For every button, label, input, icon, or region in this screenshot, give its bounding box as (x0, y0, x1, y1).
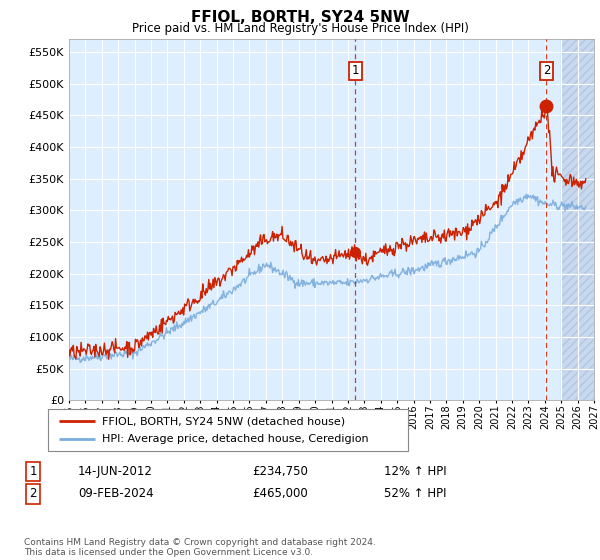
Text: £234,750: £234,750 (252, 465, 308, 478)
Text: Price paid vs. HM Land Registry's House Price Index (HPI): Price paid vs. HM Land Registry's House … (131, 22, 469, 35)
Text: Contains HM Land Registry data © Crown copyright and database right 2024.
This d: Contains HM Land Registry data © Crown c… (24, 538, 376, 557)
Text: 12% ↑ HPI: 12% ↑ HPI (384, 465, 446, 478)
Text: 1: 1 (352, 64, 359, 77)
Text: FFIOL, BORTH, SY24 5NW (detached house): FFIOL, BORTH, SY24 5NW (detached house) (102, 417, 345, 426)
Text: 09-FEB-2024: 09-FEB-2024 (78, 487, 154, 501)
Text: 14-JUN-2012: 14-JUN-2012 (78, 465, 153, 478)
Text: £465,000: £465,000 (252, 487, 308, 501)
Text: HPI: Average price, detached house, Ceredigion: HPI: Average price, detached house, Cere… (102, 434, 368, 444)
Text: FFIOL, BORTH, SY24 5NW: FFIOL, BORTH, SY24 5NW (191, 10, 409, 25)
Text: 2: 2 (542, 64, 550, 77)
Text: 52% ↑ HPI: 52% ↑ HPI (384, 487, 446, 501)
Text: 1: 1 (29, 465, 37, 478)
FancyBboxPatch shape (48, 409, 408, 451)
Text: 2: 2 (29, 487, 37, 501)
